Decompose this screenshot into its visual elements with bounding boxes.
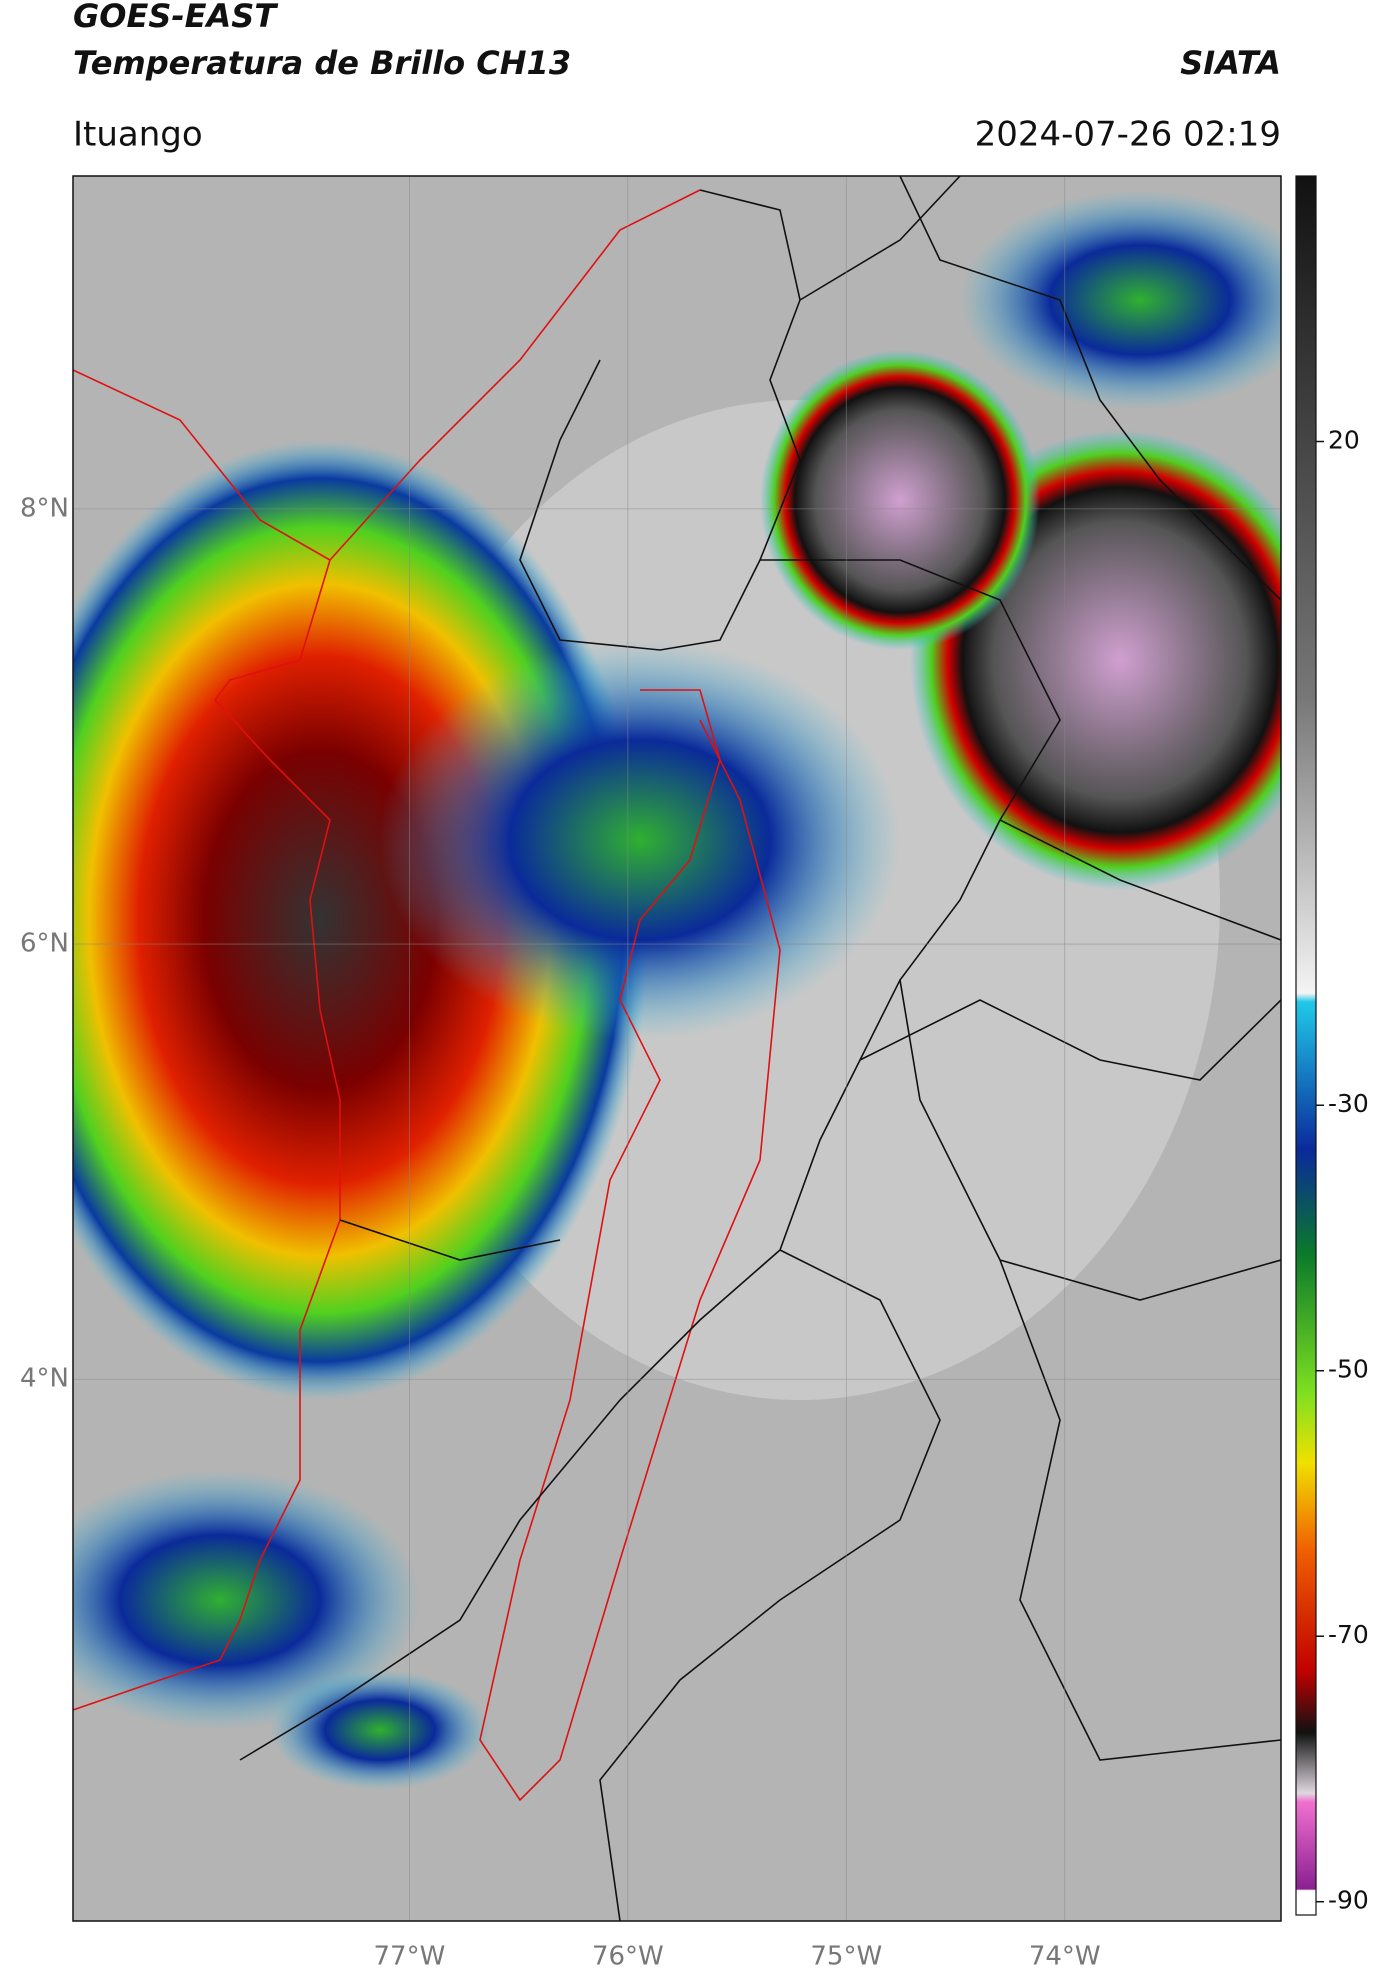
lat-label: 6°N — [20, 929, 69, 959]
lat-label: 8°N — [20, 493, 69, 523]
colorbar-tick-label: -50 — [1328, 1355, 1369, 1384]
lon-label: 77°W — [374, 1942, 446, 1972]
location: Ituango — [73, 115, 203, 155]
subtitle: Temperatura de Brillo CH13 — [73, 44, 571, 82]
colorbar-tick-label: -30 — [1328, 1089, 1369, 1118]
title: GOES-EAST — [73, 0, 278, 35]
colorbar — [1295, 175, 1317, 1916]
datetime: 2024-07-26 02:19 — [975, 115, 1281, 155]
colorbar-tick-label: -70 — [1328, 1620, 1369, 1649]
lat-label: 4°N — [20, 1364, 69, 1394]
map-frame — [72, 175, 1282, 1922]
source: SIATA — [1180, 44, 1281, 82]
colorbar-tick-label: 20 — [1328, 425, 1360, 454]
lon-label: 74°W — [1029, 1942, 1101, 1972]
lon-label: 75°W — [810, 1942, 882, 1972]
graticule — [73, 176, 1281, 1921]
lon-label: 76°W — [592, 1942, 664, 1972]
map-image — [73, 176, 1281, 1921]
colorbar-tick-label: -90 — [1328, 1886, 1369, 1915]
